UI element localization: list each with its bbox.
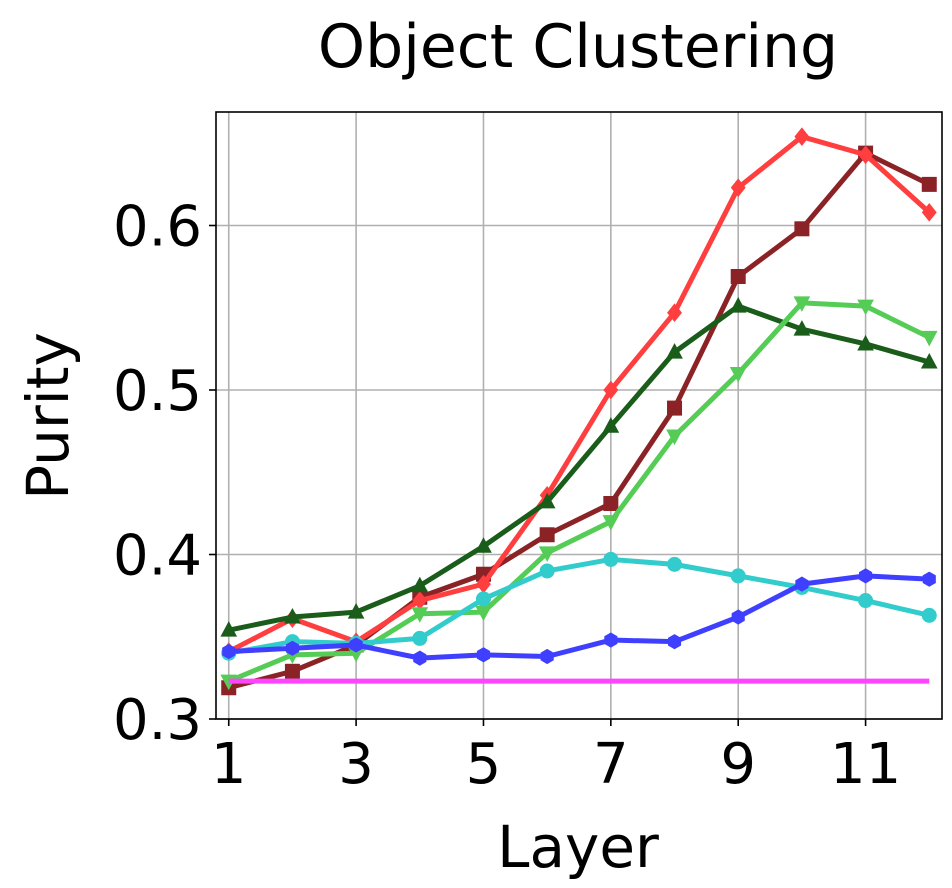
data-point xyxy=(730,568,746,584)
data-point xyxy=(667,556,683,572)
data-point xyxy=(604,632,618,648)
data-point xyxy=(730,268,746,284)
data-point xyxy=(921,607,937,623)
y-axis-label: Purity xyxy=(14,332,82,500)
data-point xyxy=(729,367,747,383)
data-point xyxy=(602,417,620,433)
data-point xyxy=(920,352,938,369)
data-point xyxy=(284,663,300,679)
x-tick-label: 5 xyxy=(466,732,502,797)
data-point xyxy=(412,630,428,646)
data-point xyxy=(667,303,682,322)
data-point xyxy=(857,299,874,316)
data-point xyxy=(666,429,683,446)
data-point xyxy=(793,296,811,312)
data-point xyxy=(794,127,810,146)
axis-ticks: 1 3 5 7 9 11 0.3 0.4 0.5 0.6 xyxy=(113,195,901,797)
data-point xyxy=(794,221,810,237)
x-tick-label: 1 xyxy=(211,732,247,797)
data-point xyxy=(921,203,937,222)
data-point xyxy=(603,380,619,400)
data-point xyxy=(603,551,619,567)
data-point xyxy=(349,637,363,653)
plot-frame xyxy=(215,111,943,720)
data-point xyxy=(793,320,811,336)
x-tick-label: 9 xyxy=(720,732,756,797)
data-point xyxy=(285,640,299,656)
data-point xyxy=(729,297,747,313)
data-point xyxy=(795,576,809,592)
data-point xyxy=(411,576,429,593)
y-tick-label: 0.6 xyxy=(113,195,202,260)
series-3 xyxy=(220,296,938,691)
data-point xyxy=(222,643,236,660)
data-point xyxy=(730,178,746,197)
data-point xyxy=(539,563,555,579)
data-point xyxy=(538,546,556,562)
data-point xyxy=(922,571,936,587)
data-point xyxy=(666,343,683,359)
series-line xyxy=(227,300,931,684)
data-point xyxy=(858,145,874,165)
data-point xyxy=(411,607,429,623)
data-point xyxy=(667,634,682,650)
series-line xyxy=(228,150,931,691)
x-tick-label: 7 xyxy=(593,732,629,797)
y-tick-label: 0.3 xyxy=(113,688,202,753)
data-point xyxy=(220,621,238,637)
series-2 xyxy=(220,297,938,637)
series-5 xyxy=(222,568,936,666)
data-point xyxy=(540,648,554,665)
series-line xyxy=(228,573,930,661)
data-point xyxy=(284,607,301,624)
data-point xyxy=(667,400,683,416)
data-point xyxy=(475,537,492,553)
data-point xyxy=(731,609,745,625)
x-tick-label: 11 xyxy=(830,732,901,797)
data-point xyxy=(858,593,874,609)
data-point xyxy=(539,527,555,543)
x-axis-label: Layer xyxy=(497,813,659,881)
data-point xyxy=(857,334,874,351)
data-point xyxy=(538,492,556,509)
data-point xyxy=(920,330,938,347)
data-point xyxy=(347,603,365,619)
series-line xyxy=(228,303,930,633)
data-point xyxy=(413,650,427,666)
y-tick-label: 0.5 xyxy=(113,359,202,424)
data-point xyxy=(475,591,491,607)
plot-series xyxy=(220,127,938,696)
data-point xyxy=(476,647,491,663)
data-point xyxy=(602,515,620,531)
data-point xyxy=(603,496,619,512)
data-point xyxy=(859,568,873,584)
chart-title: Object Clustering xyxy=(318,12,838,82)
series-line xyxy=(227,134,931,654)
x-tick-label: 3 xyxy=(338,732,374,797)
series-line xyxy=(228,556,930,656)
data-point xyxy=(921,176,937,192)
y-tick-label: 0.4 xyxy=(113,524,202,589)
